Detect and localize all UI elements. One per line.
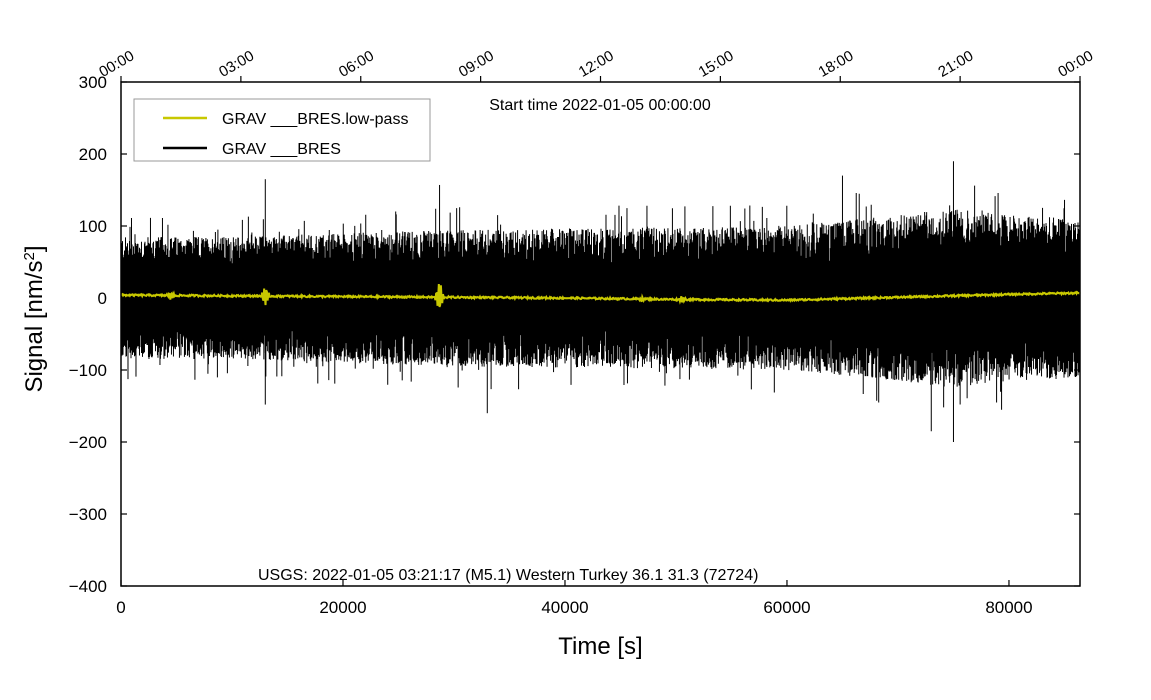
y-tick-label: 200	[79, 145, 107, 164]
x-tick-label: 60000	[763, 598, 810, 617]
y-tick-label: 0	[98, 289, 107, 308]
top-time-axis: 00:00 03:00 06:00 09:00 12:00 15:00 18:00 21:00…	[96, 47, 1096, 82]
top-tick-label: 06:00	[336, 47, 377, 80]
y-tick-label: −200	[69, 433, 107, 452]
top-tick-label: 12:00	[576, 47, 617, 80]
y-axis-title-sup: 2	[21, 252, 38, 260]
y-axis: 300 200 100 0 −100 −200 −300 −400	[69, 73, 1080, 596]
top-tick-label: 18:00	[815, 47, 856, 80]
x-tick-label: 40000	[541, 598, 588, 617]
legend-box	[133, 98, 431, 162]
x-axis: 0 20000 40000 60000 80000	[116, 580, 1033, 617]
chart-title: Start time 2022-01-05 00:00:00	[489, 97, 711, 114]
top-tick-label: 09:00	[456, 47, 497, 80]
series-grav-bres-lowpass	[120, 284, 1081, 308]
legend: GRAV ___BRES.low-pass GRAV ___BRES	[133, 98, 431, 162]
x-tick-label: 80000	[985, 598, 1032, 617]
legend-label-raw: GRAV ___BRES	[222, 141, 341, 158]
top-tick-label: 00:00	[1055, 47, 1096, 80]
x-tick-label: 20000	[319, 598, 366, 617]
y-tick-label: −300	[69, 505, 107, 524]
x-axis-title: Time [s]	[558, 633, 642, 660]
top-tick-label: 00:00	[96, 47, 137, 80]
y-axis-title: Signal [nm/s2]	[21, 245, 49, 392]
y-tick-label: −100	[69, 361, 107, 380]
y-axis-title-end: ]	[21, 245, 48, 252]
top-tick-label: 03:00	[216, 47, 257, 80]
top-tick-label: 15:00	[696, 47, 737, 80]
y-axis-title-main: Signal [nm/s	[21, 260, 48, 392]
event-annotation: USGS: 2022-01-05 03:21:17 (M5.1) Western…	[258, 567, 758, 584]
legend-label-lowpass: GRAV ___BRES.low-pass	[222, 111, 408, 128]
series-grav-bres-lowpass-trace	[120, 284, 1081, 308]
y-tick-label: 100	[79, 217, 107, 236]
y-tick-label: 300	[79, 73, 107, 92]
x-tick-label: 0	[116, 598, 125, 617]
y-tick-label: −400	[69, 577, 107, 596]
top-tick-label: 21:00	[935, 47, 976, 80]
